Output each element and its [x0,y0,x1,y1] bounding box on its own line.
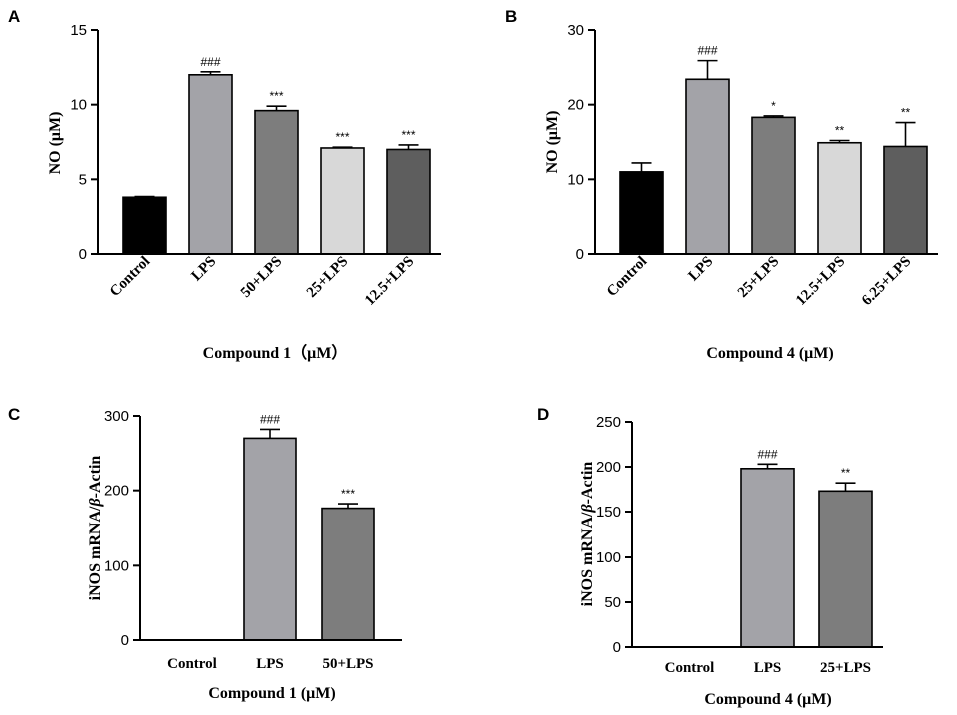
significance-label: *** [335,130,349,144]
category-label: LPS [189,254,220,285]
bar [751,116,796,255]
y-axis-title: iNOS mRNA/β-Actin [579,462,596,607]
significance-label: * [771,99,776,113]
significance-label: ** [841,466,851,480]
y-axis-title-prefix: iNOS mRNA/ [87,506,104,600]
category-labels: Control LPS 50+LPS [167,656,373,672]
significance-label: ### [697,44,717,58]
category-label: 25+LPS [820,660,871,676]
significance-label: *** [341,487,355,501]
y-tick-label: 20 [567,97,584,114]
panel-letter: C [8,405,20,424]
y-tick-label: 100 [596,549,621,566]
x-axis-title: Compound 4 (μM) [704,691,831,708]
bar [883,145,928,255]
significance-label: ### [200,55,220,69]
category-label: 12.5+LPS [793,254,848,309]
category-labels: Control LPS 25+LPS 12.5+LPS 6.25+LPS [604,254,914,309]
y-tick-label: 200 [104,483,129,500]
y-tick-label: 30 [567,22,584,39]
y-tick-labels: 0 50 100 150 200 250 [596,414,632,656]
y-tick-label: 0 [121,632,129,649]
bar [386,148,431,255]
y-tick-labels: 0 10 20 30 [567,22,595,263]
y-tick-label: 0 [613,639,621,656]
y-tick-label: 300 [104,408,129,425]
category-label: 12.5+LPS [362,254,417,309]
bar [320,147,365,255]
category-label: Control [665,660,715,676]
y-axis-title: iNOS mRNA/β-Actin [87,456,104,601]
bars: ###***** [619,44,928,255]
y-axis-title-beta: β [579,504,596,514]
bars: ### *** *** *** [122,55,431,255]
significance-label: *** [269,89,283,103]
x-axis-title: Compound 1 (μM) [208,685,335,702]
category-label: LPS [256,656,284,672]
y-tick-labels: 0 100 200 300 [104,408,140,649]
x-axis-title: Compound 1（μM） [203,344,348,362]
significance-label: *** [401,128,415,142]
category-label: 50+LPS [238,254,285,301]
y-tick-label: 15 [70,22,87,39]
y-tick-label: 0 [79,246,87,263]
y-tick-labels: 0 5 10 15 [70,22,98,263]
category-label: Control [167,656,217,672]
bar [619,171,664,255]
significance-label: ### [260,412,280,426]
y-axis-title-suffix: -Actin [579,462,596,505]
significance-label: ** [901,106,911,120]
y-axis-title: NO (μM) [544,111,561,174]
y-axis-title: NO (μM) [47,112,64,175]
y-tick-label: 5 [79,171,87,188]
y-axis-title-prefix: iNOS mRNA/ [579,512,596,606]
bar [818,490,873,648]
category-labels: Control LPS 25+LPS [665,660,871,676]
panel-letter: A [8,7,20,26]
bar [243,437,297,641]
category-label: LPS [754,660,782,676]
category-label: Control [107,254,153,300]
y-axis-title-suffix: -Actin [87,456,104,499]
category-label: Control [604,254,650,300]
category-label: 6.25+LPS [859,254,914,309]
y-tick-label: 250 [596,414,621,431]
panel-d-chart: D 0 50 100 150 200 250 ### ** Control LPS 25+LPS… [537,405,883,708]
category-labels: Control LPS 50+LPS 25+LPS 12.5+LPS [107,254,417,309]
category-label: 50+LPS [322,656,373,672]
bar [254,109,299,255]
y-tick-label: 10 [567,171,584,188]
x-axis-title: Compound 4 (μM) [706,345,833,362]
significance-label: ### [757,447,777,461]
y-tick-label: 200 [596,459,621,476]
panel-letter: D [537,405,549,424]
panel-letter: B [505,7,517,26]
bar [817,141,862,255]
bars: ### ** [740,447,873,648]
category-label: LPS [686,254,717,285]
bar [685,78,730,255]
category-label: 25+LPS [735,254,782,301]
panel-a-chart: A 0 5 10 15 ### *** *** *** Control LPS 50+LPS 25… [8,7,441,362]
y-tick-label: 10 [70,97,87,114]
bars: ### *** [243,412,375,641]
y-axis-title-beta: β [87,498,104,508]
bar [188,74,233,255]
bar [122,196,167,255]
category-label: 25+LPS [304,254,351,301]
y-tick-label: 150 [596,504,621,521]
y-tick-label: 50 [604,594,621,611]
panel-c-chart: C 0 100 200 300 ### *** Control LPS 50+LPS iNO… [8,405,402,702]
y-tick-label: 100 [104,557,129,574]
significance-label: ** [835,124,845,138]
y-tick-label: 0 [576,246,584,263]
bar [321,507,375,641]
bar [740,467,795,648]
